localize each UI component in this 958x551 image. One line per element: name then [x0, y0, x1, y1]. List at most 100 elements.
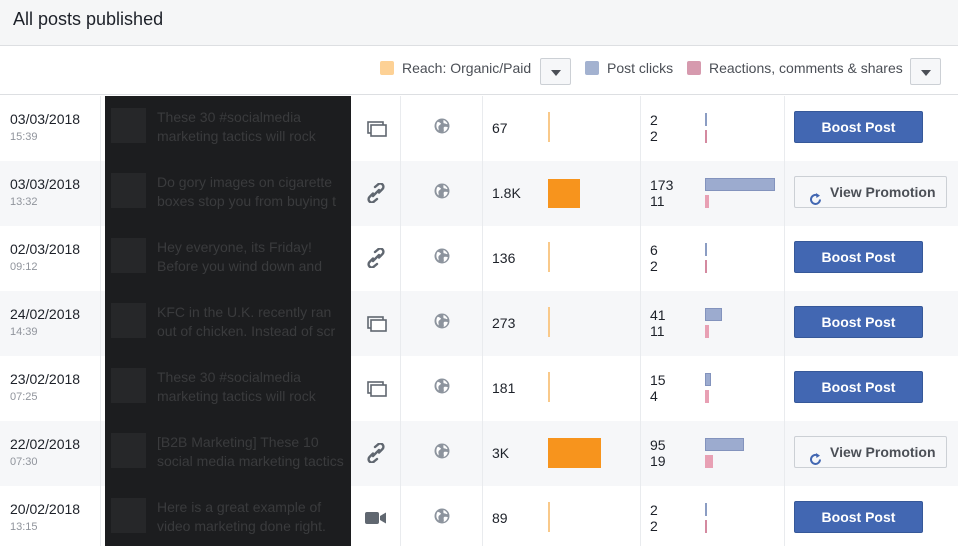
- reactions-value: 19: [650, 453, 666, 469]
- table-row-content: 23/02/2018 07:25 These 30 #socialmedia mar…: [0, 356, 958, 421]
- legend-clicks: Post clicks: [585, 60, 673, 76]
- post-clicks-value: 41: [650, 307, 666, 323]
- boost-post-button[interactable]: Boost Post: [794, 371, 923, 403]
- column-divider: [400, 96, 401, 546]
- refresh-icon: [809, 186, 822, 205]
- post-clicks-value: 15: [650, 372, 666, 388]
- column-divider: [100, 96, 101, 546]
- post-clicks-bar: [705, 308, 722, 321]
- post-time: 14:39: [10, 326, 38, 338]
- post-time: 07:30: [10, 456, 38, 468]
- reach-value: 1.8K: [492, 185, 521, 201]
- post-clicks-bar: [705, 438, 744, 451]
- reach-bar: [548, 502, 550, 532]
- reactions-bar: [705, 195, 709, 208]
- reach-bar: [548, 179, 580, 208]
- table-row-content: 24/02/2018 14:39 KFC in the U.K. recently …: [0, 291, 958, 356]
- reach-bar: [548, 112, 550, 142]
- reach-bar: [548, 242, 550, 272]
- post-clicks-bar: [705, 113, 707, 126]
- post-time: 09:12: [10, 261, 38, 273]
- post-time: 07:25: [10, 391, 38, 403]
- post-thumbnail: [111, 303, 146, 338]
- column-divider: [784, 96, 785, 546]
- table-row-content: 20/02/2018 13:15 Here is a great example o…: [0, 486, 958, 551]
- reactions-bar: [705, 520, 707, 533]
- boost-post-button[interactable]: Boost Post: [794, 501, 923, 533]
- table-row-content: 03/03/2018 13:32 Do gory images on cigaret…: [0, 161, 958, 226]
- clicks-swatch: [585, 61, 599, 75]
- reactions-bar: [705, 455, 713, 468]
- post-text: These 30 #socialmedia marketing tactics …: [157, 369, 316, 408]
- post-clicks-value: 173: [650, 177, 674, 193]
- metrics-legend: Reach: Organic/Paid Post clicks Reaction…: [0, 46, 958, 95]
- post-time: 13:32: [10, 196, 38, 208]
- globe-icon: [434, 183, 450, 204]
- post-clicks-value: 2: [650, 112, 658, 128]
- post-clicks-value: 95: [650, 437, 666, 453]
- reach-value: 136: [492, 250, 516, 266]
- legend-reach-label: Reach: Organic/Paid: [402, 60, 532, 76]
- reactions-value: 2: [650, 258, 658, 274]
- post-preview[interactable]: Do gory images on cigarette boxes stop y…: [105, 161, 351, 226]
- post-preview[interactable]: [B2B Marketing] These 10 social media ma…: [105, 421, 351, 486]
- post-clicks-bar: [705, 503, 707, 516]
- post-preview[interactable]: KFC in the U.K. recently ran out of chic…: [105, 291, 351, 356]
- reach-metric-dropdown[interactable]: [540, 58, 571, 85]
- reactions-bar: [705, 390, 709, 403]
- post-thumbnail: [111, 108, 146, 143]
- reactions-bar: [705, 130, 707, 143]
- reach-swatch: [380, 61, 394, 75]
- globe-icon: [434, 118, 450, 139]
- reach-value: 273: [492, 315, 516, 331]
- post-preview[interactable]: Here is a great example of video marketi…: [105, 486, 351, 551]
- video-icon: [365, 511, 387, 530]
- post-clicks-bar: [705, 243, 707, 256]
- post-preview[interactable]: Hey everyone, its Friday! Before you win…: [105, 226, 351, 291]
- link-icon: [367, 442, 385, 468]
- reactions-bar: [705, 260, 707, 273]
- reactions-value: 2: [650, 128, 658, 144]
- reach-bar: [548, 372, 550, 402]
- view-promotion-button[interactable]: View Promotion: [794, 176, 947, 208]
- legend-clicks-label: Post clicks: [607, 60, 674, 76]
- post-thumbnail: [111, 238, 146, 273]
- reactions-value: 11: [650, 323, 665, 339]
- post-text: Here is a great example of video marketi…: [157, 499, 326, 538]
- reach-value: 67: [492, 120, 508, 136]
- post-time: 15:39: [10, 131, 38, 143]
- link-icon: [367, 182, 385, 208]
- post-clicks-value: 6: [650, 242, 658, 258]
- refresh-icon: [809, 446, 822, 465]
- post-date: 02/03/2018: [10, 241, 81, 257]
- view-promotion-button[interactable]: View Promotion: [794, 436, 947, 468]
- legend-reach: Reach: Organic/Paid: [380, 60, 531, 76]
- globe-icon: [434, 313, 450, 334]
- engagement-metric-dropdown[interactable]: [910, 58, 941, 85]
- post-date: 23/02/2018: [10, 371, 81, 387]
- boost-post-button[interactable]: Boost Post: [794, 111, 923, 143]
- post-date: 03/03/2018: [10, 176, 81, 192]
- table-row-content: 02/03/2018 09:12 Hey everyone, its Friday!…: [0, 226, 958, 291]
- reach-value: 3K: [492, 445, 510, 461]
- table-row-content: 03/03/2018 15:39 These 30 #socialmedia mar…: [0, 96, 958, 161]
- reactions-value: 2: [650, 518, 658, 534]
- reach-bar: [548, 307, 550, 337]
- post-clicks-value: 2: [650, 502, 658, 518]
- globe-icon: [434, 378, 450, 399]
- post-thumbnail: [111, 368, 146, 403]
- table-row-content: 22/02/2018 07:30 [B2B Marketing] These 10 …: [0, 421, 958, 486]
- reactions-value: 11: [650, 193, 665, 209]
- page-title: All posts published: [0, 0, 958, 46]
- post-date: 24/02/2018: [10, 306, 81, 322]
- reactions-swatch: [687, 61, 701, 75]
- boost-post-button[interactable]: Boost Post: [794, 241, 923, 273]
- post-text: KFC in the U.K. recently ran out of chic…: [157, 304, 336, 339]
- post-preview[interactable]: These 30 #socialmedia marketing tactics …: [105, 356, 351, 421]
- reach-value: 181: [492, 380, 516, 396]
- view-promotion-label: View Promotion: [830, 444, 936, 460]
- post-text: [B2B Marketing] These 10 social media ma…: [157, 434, 344, 473]
- post-preview[interactable]: These 30 #socialmedia marketing tactics …: [105, 96, 351, 161]
- boost-post-button[interactable]: Boost Post: [794, 306, 923, 338]
- post-date: 20/02/2018: [10, 501, 81, 517]
